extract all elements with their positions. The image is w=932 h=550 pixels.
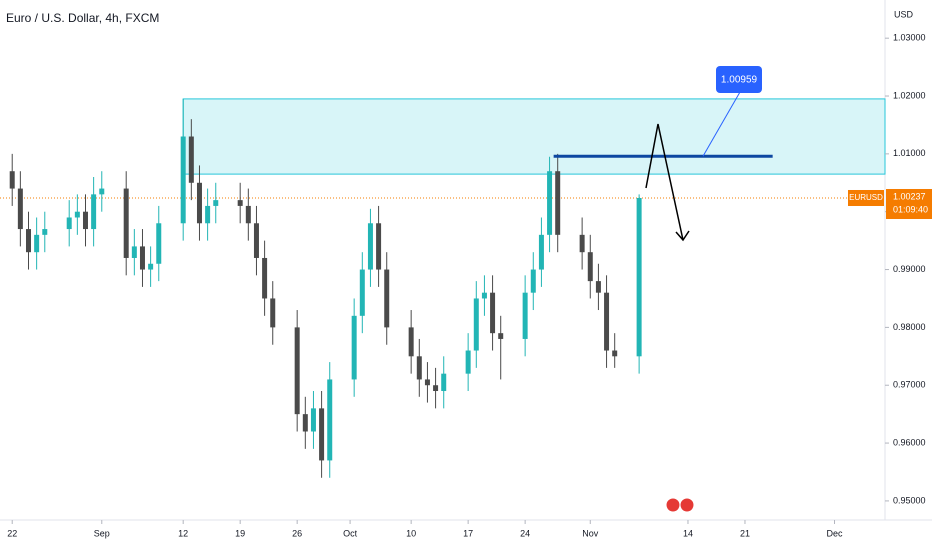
price-tag-box [886,188,932,219]
x-tick-label: Sep [94,528,110,538]
candle-body [359,269,365,316]
candle-body [196,182,202,224]
candle-body [351,315,357,380]
candle-body [34,234,40,253]
drawn-arrow [645,123,684,241]
candle-body [367,223,373,270]
candle-body [490,292,496,334]
x-tick-label: 21 [740,528,750,538]
candle-body [74,211,80,218]
candle-body [17,188,23,230]
candle-body [384,269,390,328]
candle-body [441,373,447,392]
arrow-head [675,230,690,242]
candle-body [604,292,610,351]
candle-body [327,379,333,461]
candle-body [579,234,585,253]
callout-connector [702,91,741,157]
candle-body [188,136,194,183]
x-tick-label: Dec [827,528,844,538]
price-tag-value: 1.00237 [893,191,926,201]
candle-body [205,205,211,224]
candle-body [465,350,471,374]
candle-body [319,408,325,461]
candle-body [139,246,145,270]
candle-body [473,298,479,351]
y-tick-label: 1.02000 [893,90,926,100]
y-axis-label: USD [894,9,914,19]
candle-body [416,356,422,380]
candle-body [213,200,219,206]
candle-body [25,229,31,253]
candle-body [42,229,48,235]
candle-body [538,234,544,270]
price-tag-symbol-box [848,189,884,206]
candle-body [9,171,15,189]
candle-body [148,263,154,270]
candle-body [82,211,88,230]
candle-body [310,408,316,432]
y-tick-label: 1.01000 [893,148,926,158]
candle-body [123,188,129,258]
candle-body [245,205,251,224]
y-tick-label: 0.98000 [893,322,926,332]
y-tick-label: 0.96000 [893,437,926,447]
candle-body [262,257,268,299]
candle-body [131,246,137,258]
x-tick-label: 10 [406,528,416,538]
x-tick-label: 22 [7,528,17,538]
x-tick-label: 17 [463,528,473,538]
x-tick-label: 12 [178,528,188,538]
resistance-zone [182,98,886,175]
y-tick-label: 0.95000 [893,495,926,505]
candle-body [433,385,439,392]
candle-body [530,269,536,293]
candle-body [595,281,601,293]
price-tag-countdown: 01:09:40 [893,204,928,214]
candle-body [498,333,504,339]
callout-box [716,66,762,93]
x-tick-label: Nov [582,528,599,538]
y-tick-label: 0.97000 [893,380,926,390]
candle-body [424,379,430,386]
candle-body [91,194,97,230]
event-icon [679,497,695,513]
candle-body [612,350,618,357]
x-tick-label: 14 [683,528,693,538]
candle-body [302,414,308,432]
y-tick-label: 0.99000 [893,264,926,274]
candle-body [294,327,300,415]
x-tick-label: 19 [235,528,245,538]
candle-body [636,197,642,357]
candle-body [66,217,72,230]
candle-body [481,292,487,299]
candle-body [99,188,105,195]
callout-label: 1.00959 [721,75,758,86]
chart-title: Euro / U.S. Dollar, 4h, FXCM [6,11,159,25]
candle-body [237,200,243,206]
candle-body [180,136,186,224]
candle-body [270,298,276,328]
y-tick-label: 1.03000 [893,33,926,43]
x-tick-label: Oct [343,528,358,538]
candle-body [376,223,382,270]
event-icon [665,497,681,513]
x-tick-label: 24 [520,528,530,538]
candle-body [555,171,561,235]
candle-body [253,223,259,258]
candle-body [408,327,414,357]
x-tick-label: 26 [292,528,302,538]
candle-body [156,223,162,264]
candle-body [587,252,593,282]
candle-body [522,292,528,339]
price-tag-symbol: EURUSD [849,193,883,202]
candle-body [547,171,553,235]
